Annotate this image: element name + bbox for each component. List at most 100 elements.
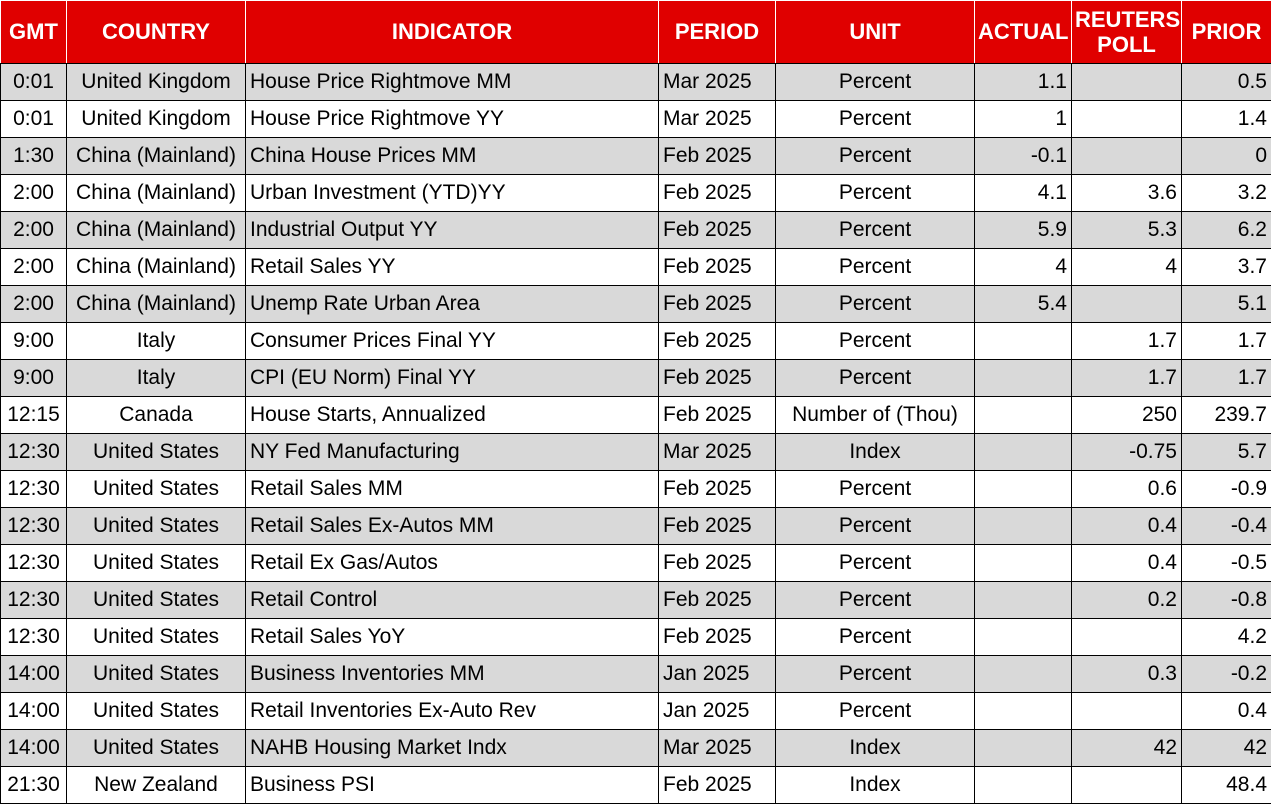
cell-actual <box>975 767 1072 804</box>
cell-reuters-poll <box>1072 767 1182 804</box>
cell-country: United States <box>67 545 246 582</box>
cell-reuters-poll <box>1072 619 1182 656</box>
cell-reuters-poll: 0.2 <box>1072 582 1182 619</box>
cell-unit: Percent <box>776 360 975 397</box>
cell-unit: Percent <box>776 138 975 175</box>
cell-prior: 0 <box>1182 138 1271 175</box>
cell-country: Italy <box>67 360 246 397</box>
cell-prior: 3.7 <box>1182 249 1271 286</box>
cell-country: China (Mainland) <box>67 175 246 212</box>
cell-country: China (Mainland) <box>67 212 246 249</box>
header-prior: PRIOR <box>1182 1 1271 64</box>
cell-unit: Percent <box>776 619 975 656</box>
cell-reuters-poll: 1.7 <box>1072 360 1182 397</box>
cell-indicator: Business Inventories MM <box>246 656 659 693</box>
cell-prior: 1.7 <box>1182 323 1271 360</box>
cell-actual <box>975 693 1072 730</box>
cell-period: Feb 2025 <box>659 545 776 582</box>
cell-country: United States <box>67 508 246 545</box>
cell-unit: Index <box>776 730 975 767</box>
cell-actual <box>975 545 1072 582</box>
cell-period: Feb 2025 <box>659 582 776 619</box>
cell-indicator: House Price Rightmove MM <box>246 64 659 101</box>
cell-gmt: 2:00 <box>1 286 67 323</box>
cell-country: United States <box>67 693 246 730</box>
cell-period: Feb 2025 <box>659 286 776 323</box>
cell-gmt: 12:30 <box>1 582 67 619</box>
cell-country: United States <box>67 471 246 508</box>
cell-indicator: Retail Sales Ex-Autos MM <box>246 508 659 545</box>
cell-unit: Percent <box>776 656 975 693</box>
cell-reuters-poll: 0.6 <box>1072 471 1182 508</box>
cell-period: Feb 2025 <box>659 249 776 286</box>
cell-period: Feb 2025 <box>659 471 776 508</box>
header-row: GMT COUNTRY INDICATOR PERIOD UNIT ACTUAL… <box>1 1 1271 64</box>
cell-country: New Zealand <box>67 767 246 804</box>
cell-indicator: Consumer Prices Final YY <box>246 323 659 360</box>
cell-gmt: 14:00 <box>1 656 67 693</box>
cell-unit: Percent <box>776 175 975 212</box>
cell-reuters-poll: 250 <box>1072 397 1182 434</box>
cell-gmt: 0:01 <box>1 101 67 138</box>
cell-reuters-poll <box>1072 64 1182 101</box>
cell-reuters-poll <box>1072 101 1182 138</box>
cell-gmt: 1:30 <box>1 138 67 175</box>
cell-reuters-poll: 0.3 <box>1072 656 1182 693</box>
header-unit: UNIT <box>776 1 975 64</box>
cell-gmt: 2:00 <box>1 212 67 249</box>
cell-country: United States <box>67 730 246 767</box>
cell-indicator: Retail Sales YoY <box>246 619 659 656</box>
cell-gmt: 14:00 <box>1 693 67 730</box>
cell-prior: 239.7 <box>1182 397 1271 434</box>
cell-reuters-poll: 5.3 <box>1072 212 1182 249</box>
cell-period: Feb 2025 <box>659 508 776 545</box>
cell-actual: -0.1 <box>975 138 1072 175</box>
cell-gmt: 9:00 <box>1 323 67 360</box>
cell-prior: 5.1 <box>1182 286 1271 323</box>
cell-actual <box>975 730 1072 767</box>
cell-country: United States <box>67 656 246 693</box>
cell-gmt: 9:00 <box>1 360 67 397</box>
cell-unit: Percent <box>776 545 975 582</box>
cell-period: Mar 2025 <box>659 64 776 101</box>
cell-reuters-poll: 0.4 <box>1072 508 1182 545</box>
cell-gmt: 12:30 <box>1 619 67 656</box>
cell-indicator: House Starts, Annualized <box>246 397 659 434</box>
header-actual: ACTUAL <box>975 1 1072 64</box>
cell-period: Jan 2025 <box>659 693 776 730</box>
cell-prior: -0.8 <box>1182 582 1271 619</box>
cell-country: United Kingdom <box>67 101 246 138</box>
cell-period: Feb 2025 <box>659 138 776 175</box>
cell-reuters-poll: 1.7 <box>1072 323 1182 360</box>
cell-indicator: Retail Inventories Ex-Auto Rev <box>246 693 659 730</box>
cell-actual <box>975 508 1072 545</box>
cell-prior: -0.9 <box>1182 471 1271 508</box>
cell-gmt: 14:00 <box>1 730 67 767</box>
cell-period: Feb 2025 <box>659 360 776 397</box>
cell-gmt: 2:00 <box>1 175 67 212</box>
cell-indicator: Retail Sales YY <box>246 249 659 286</box>
cell-unit: Percent <box>776 471 975 508</box>
cell-period: Feb 2025 <box>659 212 776 249</box>
cell-indicator: NAHB Housing Market Indx <box>246 730 659 767</box>
cell-prior: 3.2 <box>1182 175 1271 212</box>
cell-actual <box>975 323 1072 360</box>
cell-unit: Percent <box>776 286 975 323</box>
cell-gmt: 2:00 <box>1 249 67 286</box>
header-period: PERIOD <box>659 1 776 64</box>
cell-reuters-poll <box>1072 286 1182 323</box>
cell-period: Feb 2025 <box>659 619 776 656</box>
cell-reuters-poll: 4 <box>1072 249 1182 286</box>
cell-reuters-poll <box>1072 138 1182 175</box>
cell-prior: -0.5 <box>1182 545 1271 582</box>
cell-period: Feb 2025 <box>659 397 776 434</box>
cell-actual <box>975 434 1072 471</box>
cell-actual: 4.1 <box>975 175 1072 212</box>
cell-gmt: 0:01 <box>1 64 67 101</box>
